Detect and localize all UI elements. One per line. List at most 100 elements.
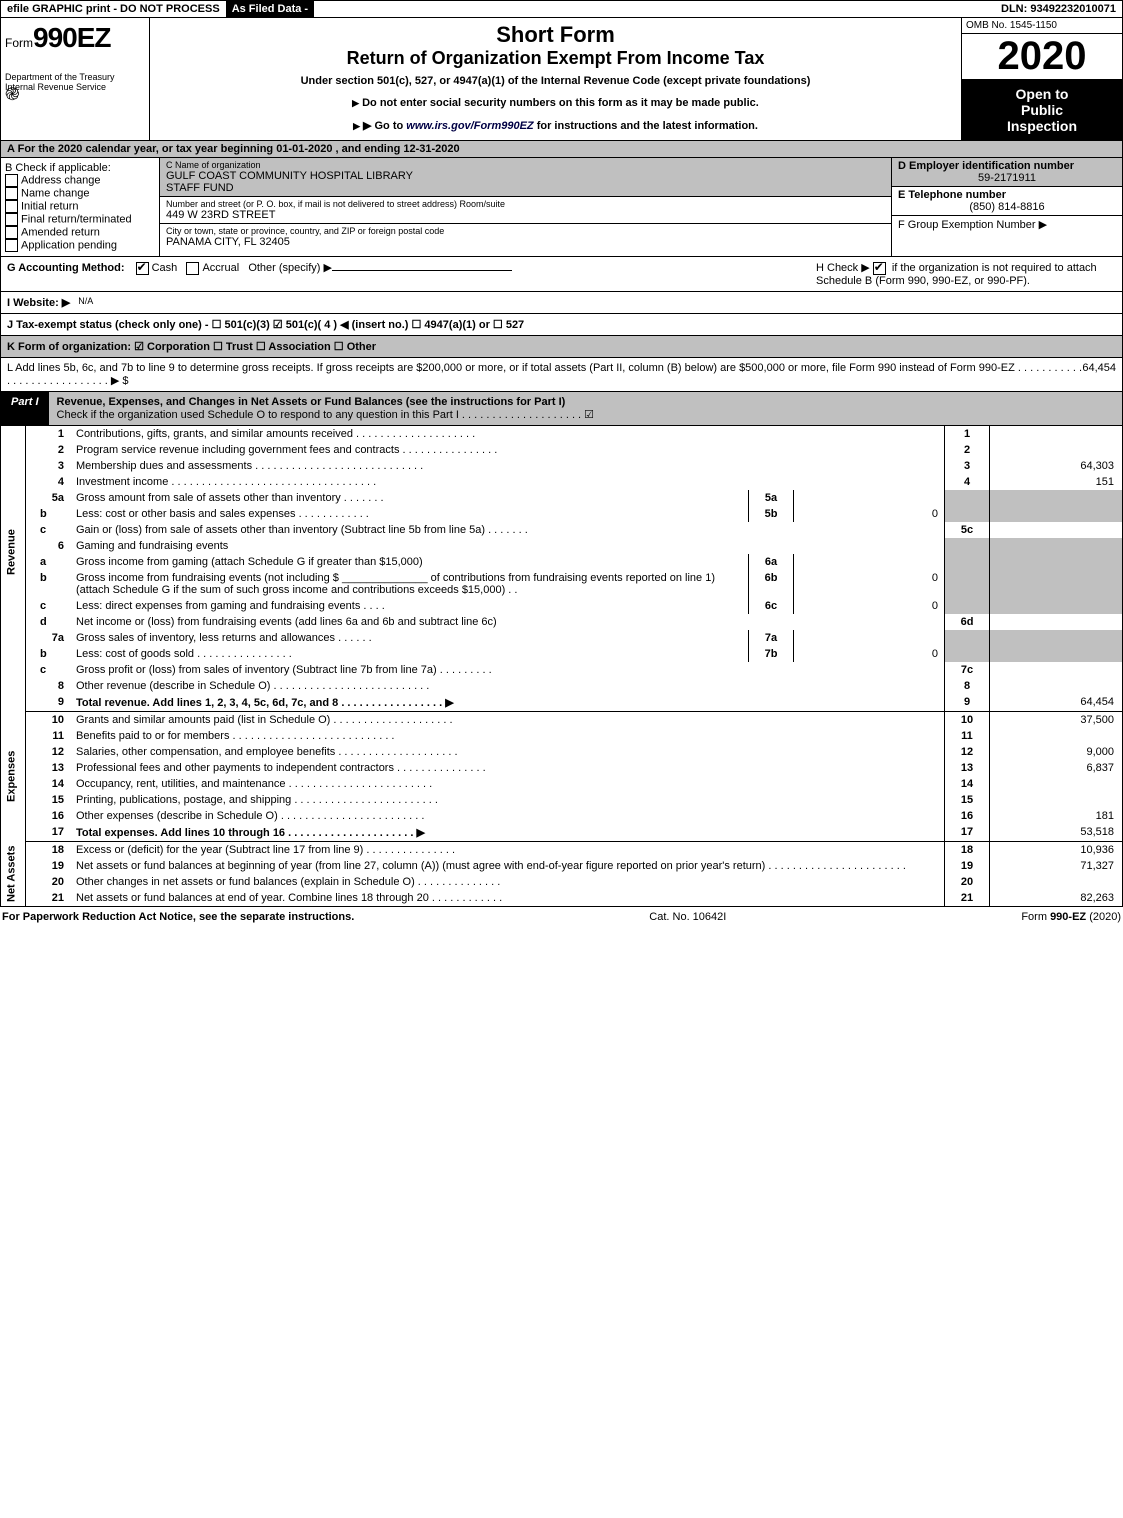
ln-6c-rn — [945, 598, 990, 614]
other-label: Other (specify) ▶ — [248, 262, 332, 274]
efile-label: efile GRAPHIC print - DO NOT PROCESS — [1, 1, 226, 17]
ln-1-num: 1 — [26, 426, 73, 442]
row-j: J Tax-exempt status (check only one) - ☐… — [0, 314, 1123, 336]
ln-14-rn: 14 — [945, 776, 990, 792]
header-right: OMB No. 1545-1150 2020 Open toPublicInsp… — [961, 18, 1122, 140]
ln-19-rn: 19 — [945, 858, 990, 874]
check-amended[interactable]: Amended return — [5, 226, 155, 239]
ln-18-desc: Excess or (deficit) for the year (Subtra… — [72, 841, 945, 858]
part1-check-line: Check if the organization used Schedule … — [57, 409, 595, 421]
ln-6b-mv: 0 — [794, 570, 945, 598]
ln-6b-mn: 6b — [749, 570, 794, 598]
part1-tag: Part I — [1, 392, 49, 425]
row-a-text: For the 2020 calendar year, or tax year … — [18, 143, 460, 155]
ln-21-rv: 82,263 — [990, 890, 1123, 907]
ln-6c-rv — [990, 598, 1123, 614]
ln-6a-mv — [794, 554, 945, 570]
ln-7b-mn: 7b — [749, 646, 794, 662]
label-c: C Name of organization — [166, 160, 885, 170]
check-name[interactable]: Name change — [5, 187, 155, 200]
row-l: L Add lines 5b, 6c, and 7b to line 9 to … — [0, 358, 1123, 392]
ln-7c-rv — [990, 662, 1123, 678]
ln-4-num: 4 — [26, 474, 73, 490]
ln-7a-rn — [945, 630, 990, 646]
ln-5c-rn: 5c — [945, 522, 990, 538]
ln-1-rv — [990, 426, 1123, 442]
city-row: City or town, state or province, country… — [160, 224, 891, 250]
ln-7a-mn: 7a — [749, 630, 794, 646]
footer: For Paperwork Reduction Act Notice, see … — [0, 907, 1123, 923]
checkbox-icon[interactable] — [5, 239, 18, 252]
side-net-assets: Net Assets — [1, 841, 26, 906]
ln-5a-rv — [990, 490, 1123, 506]
ln-6c-desc: Less: direct expenses from gaming and fu… — [72, 598, 749, 614]
ln-12-rn: 12 — [945, 744, 990, 760]
checkbox-cash-icon[interactable] — [136, 262, 149, 275]
ln-6d-desc: Net income or (loss) from fundraising ev… — [72, 614, 945, 630]
ln-20-rn: 20 — [945, 874, 990, 890]
dept-treasury: Department of the Treasury — [5, 72, 145, 82]
org-name-2: STAFF FUND — [166, 182, 885, 194]
ln-10-num: 10 — [26, 711, 73, 728]
ln-14-desc: Occupancy, rent, utilities, and maintena… — [72, 776, 945, 792]
org-name-1: GULF COAST COMMUNITY HOSPITAL LIBRARY — [166, 170, 885, 182]
ln-10-desc: Grants and similar amounts paid (list in… — [72, 711, 945, 728]
ln-7b-rn — [945, 646, 990, 662]
ln-19-desc: Net assets or fund balances at beginning… — [72, 858, 945, 874]
top-bar-spacer — [314, 1, 995, 17]
ln-7c-desc: Gross profit or (loss) from sales of inv… — [72, 662, 945, 678]
i-website: N/A — [78, 296, 93, 306]
other-input[interactable] — [332, 270, 512, 271]
checkbox-icon[interactable] — [5, 226, 18, 239]
ln-14-rv — [990, 776, 1123, 792]
ln-5b-desc: Less: cost or other basis and sales expe… — [72, 506, 749, 522]
check-final[interactable]: Final return/terminated — [5, 213, 155, 226]
ln-10-rv: 37,500 — [990, 711, 1123, 728]
ln-3-rv: 64,303 — [990, 458, 1123, 474]
group-exempt-row: F Group Exemption Number ▶ — [892, 216, 1122, 233]
checkbox-h-icon[interactable] — [873, 262, 886, 275]
ln-6d-rn: 6d — [945, 614, 990, 630]
row-k: K Form of organization: ☑ Corporation ☐ … — [0, 336, 1123, 358]
ln-5c-num: c — [26, 522, 73, 538]
footer-right: Form 990-EZ (2020) — [1021, 911, 1121, 923]
ln-9-rv: 64,454 — [990, 694, 1123, 712]
checkbox-accrual-icon[interactable] — [186, 262, 199, 275]
ln-20-num: 20 — [26, 874, 73, 890]
ln-6a-rv — [990, 554, 1123, 570]
col-def: D Employer identification number 59-2171… — [891, 158, 1122, 256]
part1-title: Revenue, Expenses, and Changes in Net As… — [49, 392, 1122, 425]
omb-number: OMB No. 1545-1150 — [962, 18, 1122, 34]
check-initial[interactable]: Initial return — [5, 200, 155, 213]
ln-9-desc: Total revenue. Add lines 1, 2, 3, 4, 5c,… — [72, 694, 945, 712]
ln-16-num: 16 — [26, 808, 73, 824]
ln-17-desc: Total expenses. Add lines 10 through 16 … — [72, 824, 945, 842]
ln-17-num: 17 — [26, 824, 73, 842]
footer-mid: Cat. No. 10642I — [649, 911, 726, 923]
ln-7c-num: c — [26, 662, 73, 678]
ein-row: D Employer identification number 59-2171… — [892, 158, 1122, 187]
row-h: H Check ▶ if the organization is not req… — [816, 261, 1116, 287]
cash-label: Cash — [152, 262, 178, 274]
check-pending[interactable]: Application pending — [5, 239, 155, 252]
ln-5a-mn: 5a — [749, 490, 794, 506]
ln-15-rn: 15 — [945, 792, 990, 808]
form-header: ֎ Form990EZ Department of the Treasury I… — [0, 18, 1123, 141]
checkbox-icon[interactable] — [5, 187, 18, 200]
ln-12-desc: Salaries, other compensation, and employ… — [72, 744, 945, 760]
checkbox-icon[interactable] — [5, 174, 18, 187]
checkbox-icon[interactable] — [5, 200, 18, 213]
ln-5b-rn — [945, 506, 990, 522]
side-expenses: Expenses — [1, 711, 26, 841]
ln-19-num: 19 — [26, 858, 73, 874]
check-address[interactable]: Address change — [5, 174, 155, 187]
ln-6c-mn: 6c — [749, 598, 794, 614]
ln-3-rn: 3 — [945, 458, 990, 474]
ln-5c-rv — [990, 522, 1123, 538]
ln-15-desc: Printing, publications, postage, and shi… — [72, 792, 945, 808]
checkbox-icon[interactable] — [5, 213, 18, 226]
goto-link[interactable]: ▶ Go to www.irs.gov/Form990EZ for instru… — [158, 119, 953, 132]
main-title: Return of Organization Exempt From Incom… — [158, 48, 953, 69]
row-g: G Accounting Method: Cash Accrual Other … — [7, 261, 816, 275]
irs-link[interactable]: www.irs.gov/Form990EZ — [406, 120, 533, 132]
